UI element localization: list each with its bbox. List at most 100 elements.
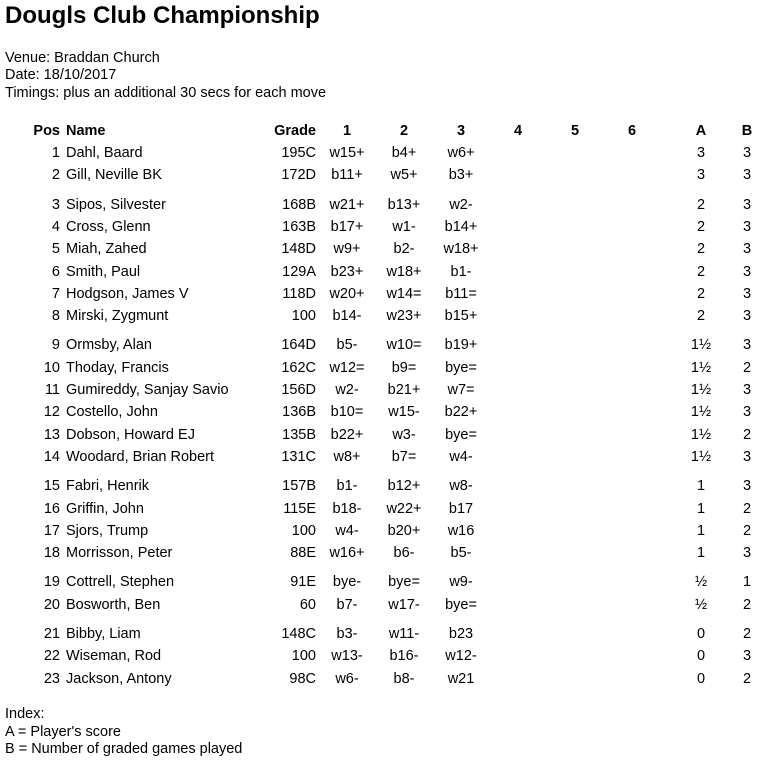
index-b: B = Number of graded games played (5, 741, 243, 757)
player-pos: 23 (43, 671, 60, 687)
header-b: B (741, 123, 753, 139)
player-pos: 11 (44, 382, 60, 398)
graded-games: 2 (742, 671, 752, 687)
graded-games: 3 (742, 337, 752, 353)
round-1-result: b1- (336, 478, 358, 494)
round-1-result: b23+ (330, 264, 364, 280)
table-row: 5 Miah, Zahed 148D w9+ b2- w18+ 2 3 (0, 239, 772, 259)
player-name: Woodard, Brian Robert (66, 449, 215, 465)
player-name: Cottrell, Stephen (66, 574, 175, 590)
round-1-result: b18- (332, 501, 362, 517)
round-3-result: b14+ (444, 219, 478, 235)
player-grade: 91E (290, 574, 316, 590)
player-pos: 10 (43, 360, 60, 376)
player-pos: 22 (43, 648, 60, 664)
table-row: 8 Mirski, Zygmunt 100 b14- w23+ b15+ 2 3 (0, 306, 772, 326)
player-pos: 6 (51, 264, 60, 280)
round-3-result: w7= (447, 382, 475, 398)
header-round-1: 1 (342, 123, 352, 139)
player-score: 1 (696, 545, 706, 561)
player-score: 0 (696, 626, 706, 642)
table-row: 23 Jackson, Antony 98C w6- b8- w21 0 2 (0, 669, 772, 689)
round-2-result: w3- (392, 427, 416, 443)
player-pos: 18 (43, 545, 60, 561)
player-name: Ormsby, Alan (66, 337, 152, 353)
round-1-result: b7- (336, 597, 358, 613)
graded-games: 3 (742, 478, 752, 494)
round-1-result: b22+ (330, 427, 364, 443)
round-3-result: w9- (449, 574, 473, 590)
table-row: 1 Dahl, Baard 195C w15+ b4+ w6+ 3 3 (0, 143, 772, 163)
round-3-result: b5- (450, 545, 472, 561)
header-row: Pos Name Grade 1 2 3 4 5 6 A B (0, 121, 772, 141)
graded-games: 2 (742, 626, 752, 642)
round-2-result: bye= (388, 574, 420, 590)
round-3-result: w18+ (443, 241, 479, 257)
player-name: Miah, Zahed (66, 241, 147, 257)
header-round-6: 6 (627, 123, 637, 139)
player-name: Costello, John (66, 404, 158, 420)
table-row: 21 Bibby, Liam 148C b3- w11- b23 0 2 (0, 624, 772, 644)
player-score: 2 (696, 241, 706, 257)
player-pos: 1 (51, 145, 60, 161)
player-pos: 7 (51, 286, 60, 302)
player-pos: 12 (43, 404, 60, 420)
header-round-3: 3 (456, 123, 466, 139)
player-score: 1 (696, 501, 706, 517)
round-3-result: bye= (445, 360, 477, 376)
player-score: 2 (696, 308, 706, 324)
table-row: 9 Ormsby, Alan 164D b5- w10= b19+ 1½ 3 (0, 335, 772, 355)
player-grade: 100 (291, 648, 316, 664)
table-row: 3 Sipos, Silvester 168B w21+ b13+ w2- 2 3 (0, 195, 772, 215)
player-grade: 60 (299, 597, 316, 613)
round-2-result: b2- (393, 241, 415, 257)
table-row: 20 Bosworth, Ben 60 b7- w17- bye= ½ 2 (0, 595, 772, 615)
player-grade: 148D (281, 241, 316, 257)
index-a: A = Player's score (5, 724, 121, 740)
graded-games: 3 (742, 382, 752, 398)
graded-games: 3 (742, 145, 752, 161)
player-pos: 4 (51, 219, 60, 235)
player-pos: 9 (51, 337, 60, 353)
player-grade: 100 (291, 523, 316, 539)
player-grade: 131C (281, 449, 316, 465)
player-name: Wiseman, Rod (66, 648, 162, 664)
player-grade: 88E (290, 545, 316, 561)
table-row: 6 Smith, Paul 129A b23+ w18+ b1- 2 3 (0, 262, 772, 282)
player-pos: 19 (43, 574, 60, 590)
round-2-result: b21+ (387, 382, 421, 398)
round-1-result: w4- (335, 523, 359, 539)
header-a: A (695, 123, 707, 139)
round-3-result: b22+ (444, 404, 478, 420)
round-3-result: bye= (445, 597, 477, 613)
player-name: Jackson, Antony (66, 671, 172, 687)
player-pos: 2 (51, 167, 60, 183)
round-1-result: w6- (335, 671, 359, 687)
round-2-result: w15- (388, 404, 420, 420)
round-2-result: b16- (389, 648, 419, 664)
round-1-result: w13- (331, 648, 363, 664)
player-score: 1½ (690, 382, 712, 398)
table-row: 12 Costello, John 136B b10= w15- b22+ 1½ 3 (0, 402, 772, 422)
table-row: 22 Wiseman, Rod 100 w13- b16- w12- 0 3 (0, 646, 772, 666)
player-grade: 163B (282, 219, 316, 235)
round-1-result: b10= (330, 404, 364, 420)
header-round-5: 5 (570, 123, 580, 139)
player-grade: 168B (282, 197, 316, 213)
round-1-result: w16+ (329, 545, 365, 561)
round-3-result: w4- (449, 449, 473, 465)
table-row: 18 Morrisson, Peter 88E w16+ b6- b5- 1 3 (0, 543, 772, 563)
player-score: 1½ (690, 360, 712, 376)
player-score: 1 (696, 478, 706, 494)
player-score: 0 (696, 648, 706, 664)
player-grade: 172D (281, 167, 316, 183)
header-round-4: 4 (513, 123, 523, 139)
table-row: 17 Sjors, Trump 100 w4- b20+ w16 1 2 (0, 521, 772, 541)
round-1-result: b5- (336, 337, 358, 353)
round-2-result: w14= (386, 286, 422, 302)
player-grade: 136B (282, 404, 316, 420)
table-row: 13 Dobson, Howard EJ 135B b22+ w3- bye= 1½ 2 (0, 425, 772, 445)
player-pos: 17 (43, 523, 60, 539)
player-pos: 8 (51, 308, 60, 324)
player-score: 2 (696, 286, 706, 302)
